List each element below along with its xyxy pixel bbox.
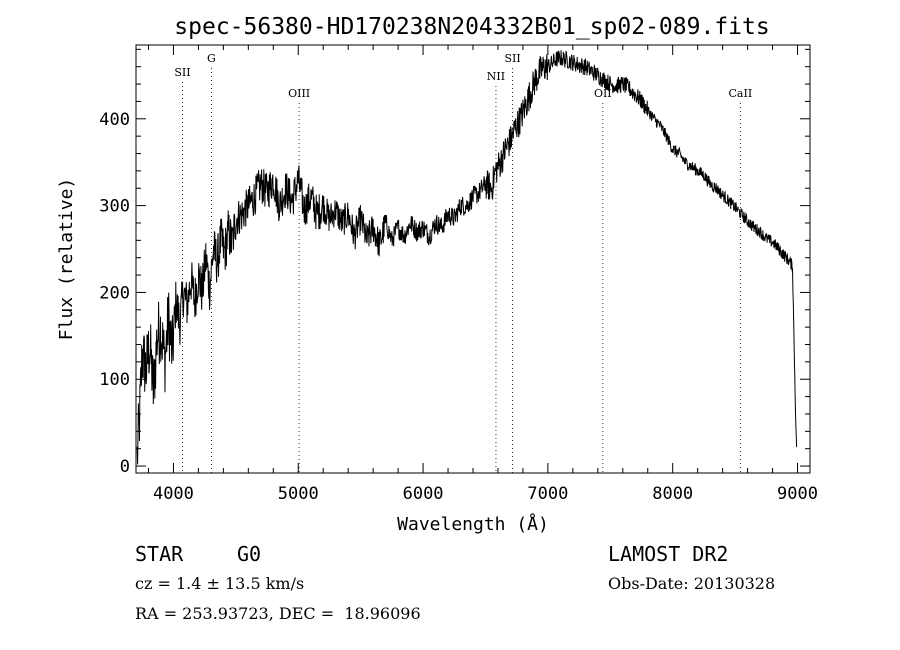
x-tick-label: 7000 xyxy=(527,484,568,504)
spectral-line-markers: SII G OIII NII SII OII CaII xyxy=(174,52,752,473)
observation-date: Obs-Date: 20130328 xyxy=(608,574,776,593)
redshift-cz: cz = 1.4 ± 13.5 km/s xyxy=(135,574,305,593)
sky-coordinates: RA = 253.93723, DEC = 18.96096 xyxy=(135,604,421,623)
spectral-line-label: OIII xyxy=(288,87,310,100)
x-tick-label: 6000 xyxy=(403,484,444,504)
x-axis-label: Wavelength (Å) xyxy=(397,513,549,535)
spectrum-chart: spec-56380-HD170238N204332B01_sp02-089.f… xyxy=(56,14,818,535)
spectral-line-label: OII xyxy=(594,87,612,100)
y-tick-label: 100 xyxy=(99,370,130,390)
spectral-line-label: NII xyxy=(487,70,505,83)
survey-name: LAMOST DR2 xyxy=(608,542,729,566)
y-tick-label: 0 xyxy=(120,457,130,477)
y-tick-label: 200 xyxy=(99,283,130,303)
spectral-line-label: CaII xyxy=(729,87,753,100)
y-tick-label: 400 xyxy=(99,110,130,130)
spectral-line-label: G xyxy=(207,52,216,65)
spectral-line-label: SII xyxy=(504,52,520,65)
y-axis-label: Flux (relative) xyxy=(56,178,77,341)
x-tick-label: 4000 xyxy=(153,484,194,504)
x-tick-label: 9000 xyxy=(777,484,818,504)
chart-title: spec-56380-HD170238N204332B01_sp02-089.f… xyxy=(174,14,769,40)
spectral-line-label: SII xyxy=(174,66,190,79)
x-tick-label: 8000 xyxy=(652,484,693,504)
x-tick-label: 5000 xyxy=(278,484,319,504)
y-tick-label: 300 xyxy=(99,197,130,217)
plot-frame xyxy=(135,44,811,474)
object-type: STAR xyxy=(135,542,184,566)
spectrum-line xyxy=(136,50,798,465)
axis-ticks: 4000 5000 6000 7000 8000 9000 0 100 200 300 400 xyxy=(99,45,818,504)
object-subclass: G0 xyxy=(237,542,262,566)
